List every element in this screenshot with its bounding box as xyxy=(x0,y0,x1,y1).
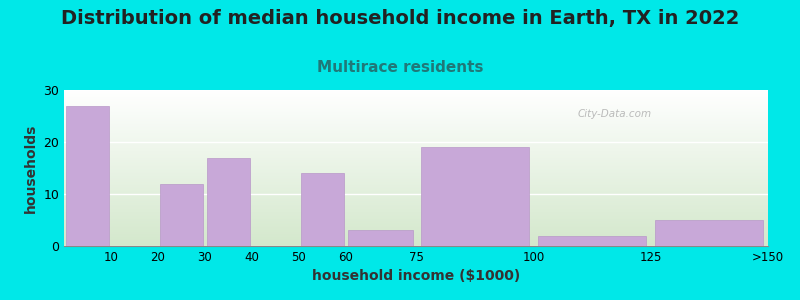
Bar xyxy=(206,158,250,246)
Y-axis label: households: households xyxy=(24,123,38,213)
Bar xyxy=(349,230,413,246)
Text: Distribution of median household income in Earth, TX in 2022: Distribution of median household income … xyxy=(61,9,739,28)
Bar xyxy=(160,184,203,246)
Bar xyxy=(66,106,109,246)
Bar xyxy=(421,147,529,246)
Bar xyxy=(538,236,646,246)
Bar xyxy=(655,220,763,246)
X-axis label: household income ($1000): household income ($1000) xyxy=(312,269,520,284)
Text: City-Data.com: City-Data.com xyxy=(578,109,652,119)
Bar xyxy=(301,173,344,246)
Text: Multirace residents: Multirace residents xyxy=(317,60,483,75)
